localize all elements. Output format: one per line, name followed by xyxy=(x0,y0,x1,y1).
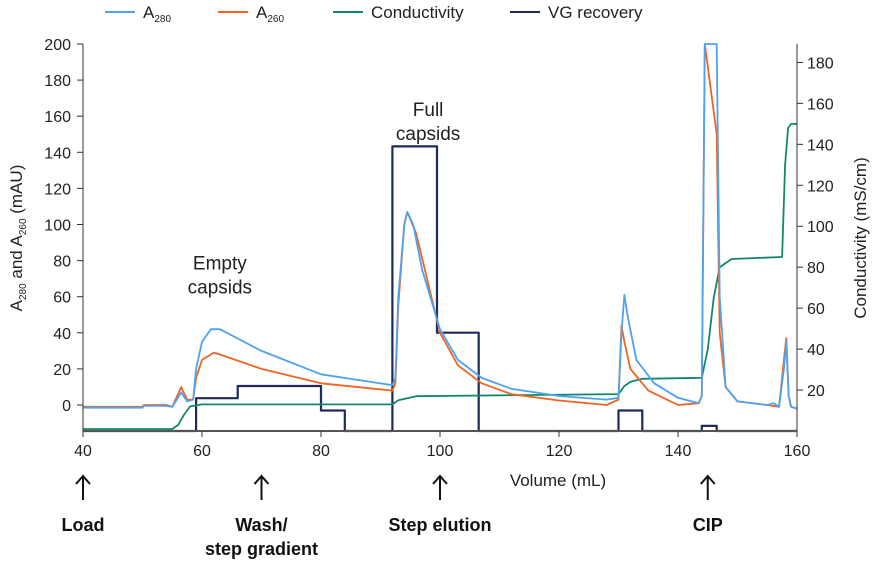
y-axis-label: A280 and A260 (mAU) xyxy=(7,165,29,312)
y-tick-label: 140 xyxy=(44,145,71,162)
series-a280 xyxy=(83,43,798,410)
legend-label: A280 xyxy=(143,3,171,25)
axes: 40 60 80 100 120 140 160 0 20 40 60 80 100 120 140 160 1… xyxy=(44,37,834,460)
series-conductivity xyxy=(83,123,797,430)
y-tick-label: 80 xyxy=(53,254,71,271)
y-tick-label: 0 xyxy=(62,398,71,415)
x-tick-label: 60 xyxy=(193,443,211,460)
stage-label: Wash/ xyxy=(235,515,287,535)
y2-tick-label: 40 xyxy=(807,342,825,359)
series-a260 xyxy=(83,43,798,410)
x-tick-label: 120 xyxy=(546,443,573,460)
y-tick-label: 160 xyxy=(44,109,71,126)
y2-tick-label: 100 xyxy=(807,219,834,236)
y-tick-label: 180 xyxy=(44,73,71,90)
stage-label: CIP xyxy=(693,515,723,535)
y-tick-label: 100 xyxy=(44,218,71,235)
y-tick-label: 40 xyxy=(53,326,71,343)
legend-label: VG recovery xyxy=(548,3,643,22)
x-tick-label: 40 xyxy=(74,443,92,460)
stage-label: step gradient xyxy=(205,539,318,559)
annotation-text: capsids xyxy=(396,124,460,145)
legend: A280 A260 Conductivity VG recovery xyxy=(105,3,643,25)
y2-tick-label: 120 xyxy=(807,178,834,195)
up-arrow-icon xyxy=(75,474,91,500)
stage-label: Load xyxy=(62,515,105,535)
annotation-text: Full xyxy=(413,100,444,121)
y-tick-label: 200 xyxy=(44,37,71,54)
y2-tick-label: 80 xyxy=(807,260,825,277)
y-tick-label: 120 xyxy=(44,181,71,198)
annotation-text: Empty xyxy=(193,254,247,275)
x-tick-label: 160 xyxy=(784,443,811,460)
y-tick-label: 60 xyxy=(53,290,71,307)
y2-tick-label: 160 xyxy=(807,96,834,113)
x-tick-label: 100 xyxy=(427,443,454,460)
x-axis-label: Volume (mL) xyxy=(510,471,606,490)
y2-axis-label: Conductivity (mS/cm) xyxy=(851,157,870,319)
y2-tick-label: 20 xyxy=(807,383,825,400)
y2-tick-label: 140 xyxy=(807,137,834,154)
up-arrow-icon xyxy=(699,474,716,500)
y-tick-label: 20 xyxy=(53,362,71,379)
stage-label: Step elution xyxy=(389,515,492,535)
up-arrow-icon xyxy=(432,474,448,500)
annotations: Empty capsids Full capsids Load Wash/step gra… xyxy=(62,100,723,559)
x-tick-label: 140 xyxy=(665,443,692,460)
legend-label: A260 xyxy=(256,3,284,25)
x-tick-label: 80 xyxy=(312,443,330,460)
up-arrow-icon xyxy=(253,474,270,500)
legend-label: Conductivity xyxy=(371,3,464,22)
y2-tick-label: 180 xyxy=(807,55,834,72)
annotation-text: capsids xyxy=(188,278,252,299)
y2-tick-label: 60 xyxy=(807,301,825,318)
